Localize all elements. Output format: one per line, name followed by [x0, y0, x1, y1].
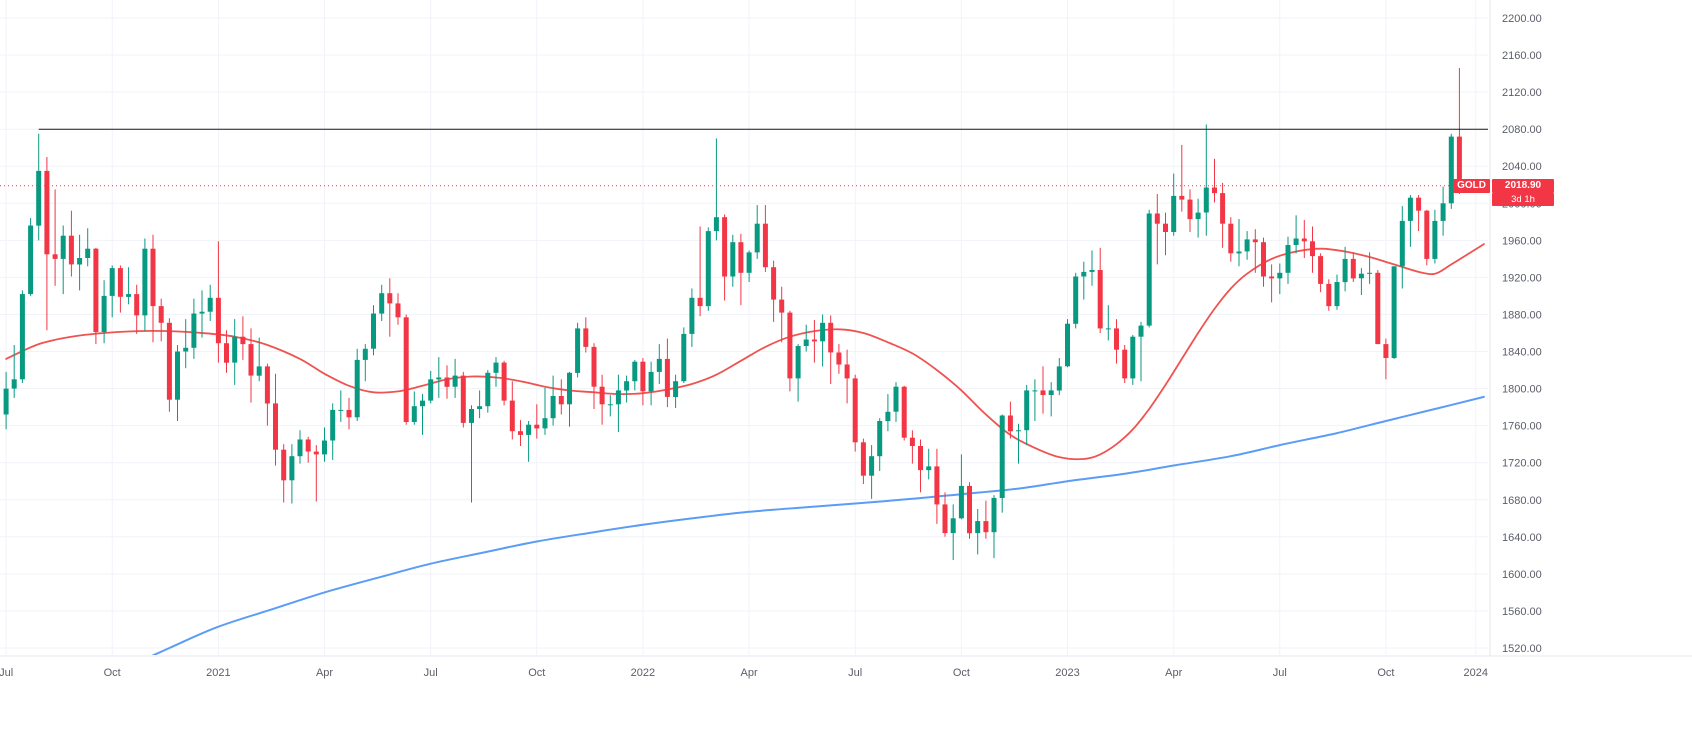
svg-text:1840.00: 1840.00	[1502, 347, 1542, 359]
svg-text:Jul: Jul	[1273, 667, 1287, 679]
price-flag: 2018.90	[1492, 178, 1554, 193]
svg-text:2080.00: 2080.00	[1502, 124, 1542, 136]
svg-text:Oct: Oct	[104, 667, 121, 679]
svg-text:1800.00: 1800.00	[1502, 384, 1542, 396]
svg-text:Apr: Apr	[316, 667, 333, 679]
svg-text:Apr: Apr	[741, 667, 758, 679]
svg-text:2024: 2024	[1464, 667, 1488, 679]
svg-text:1560.00: 1560.00	[1502, 606, 1542, 618]
svg-text:1640.00: 1640.00	[1502, 532, 1542, 544]
svg-text:2160.00: 2160.00	[1502, 50, 1542, 62]
svg-text:2040.00: 2040.00	[1502, 161, 1542, 173]
svg-text:2200.00: 2200.00	[1502, 13, 1542, 25]
countdown-flag: 3d 1h	[1492, 192, 1554, 206]
svg-text:2022: 2022	[631, 667, 655, 679]
svg-text:Jul: Jul	[848, 667, 862, 679]
moving-averages	[5, 243, 1485, 670]
ma-fast-line[interactable]	[5, 243, 1485, 461]
svg-text:Jul: Jul	[424, 667, 438, 679]
svg-text:Oct: Oct	[528, 667, 545, 679]
svg-text:2120.00: 2120.00	[1502, 87, 1542, 99]
svg-text:Oct: Oct	[1377, 667, 1394, 679]
ma-slow-line[interactable]	[120, 395, 1485, 670]
candles	[3, 68, 1462, 560]
symbol-flag: GOLD	[1453, 178, 1490, 193]
svg-text:1960.00: 1960.00	[1502, 235, 1542, 247]
svg-text:Oct: Oct	[953, 667, 970, 679]
svg-text:1600.00: 1600.00	[1502, 569, 1542, 581]
time-axis[interactable]: Jul Oct 2021 Apr Jul Oct 2022 Apr Jul Oct 2023 Apr J…	[0, 667, 1488, 679]
svg-text:1720.00: 1720.00	[1502, 458, 1542, 470]
svg-text:1880.00: 1880.00	[1502, 310, 1542, 322]
svg-text:2021: 2021	[206, 667, 230, 679]
svg-text:1680.00: 1680.00	[1502, 495, 1542, 507]
svg-text:1920.00: 1920.00	[1502, 272, 1542, 284]
svg-text:2023: 2023	[1055, 667, 1079, 679]
price-axis[interactable]: 2200.002160.002120.002080.002040.002000.…	[1502, 13, 1542, 655]
svg-text:1760.00: 1760.00	[1502, 421, 1542, 433]
svg-text:1520.00: 1520.00	[1502, 643, 1542, 655]
svg-text:Apr: Apr	[1165, 667, 1182, 679]
svg-text:Jul: Jul	[0, 667, 13, 679]
grid-lines	[0, 0, 1488, 655]
